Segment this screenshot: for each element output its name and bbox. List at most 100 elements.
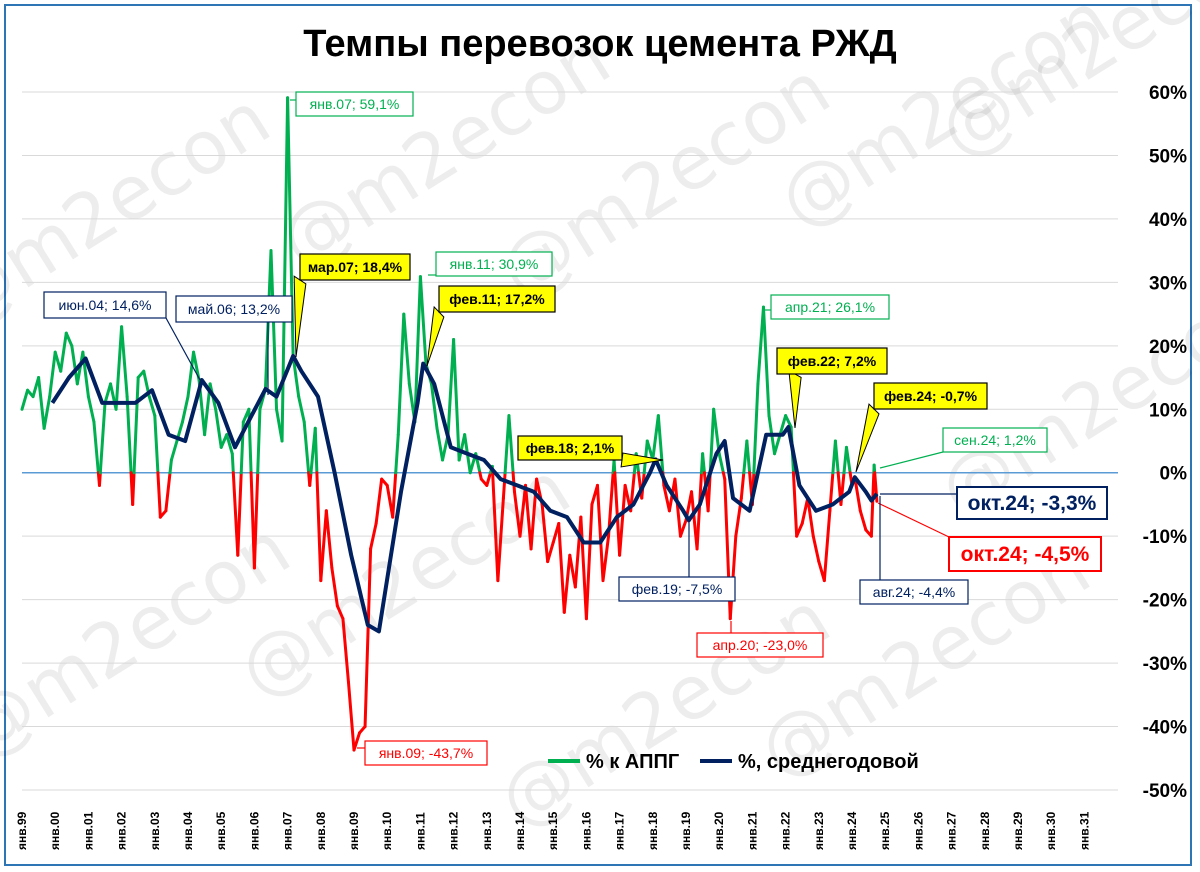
x-tick-label: янв.00 [48,811,62,850]
series-yoy-segment [37,376,46,430]
series-yoy-segment [302,420,311,475]
y-axis-ticks: 60% 50% 40% 30% 20% 10% 0% -10% -20% -30% -40% -50% [1143,83,1187,802]
x-tick-label: янв.25 [878,811,892,850]
callout-label: авг.24; -4,4% [873,584,955,600]
series-yoy-segment [114,325,124,411]
series-yoy-segment [214,407,223,449]
series-yoy-segment [394,433,400,475]
series-yoy-segment [180,395,190,424]
x-tick-label: янв.02 [115,811,129,850]
callout-box [696,632,824,658]
series-yoy-segment [518,483,528,538]
series-yoy-segment [756,305,765,386]
series-yoy-segment [297,395,306,424]
series-yoy-segment [446,337,456,437]
series-yoy-segment [595,483,605,583]
series-yoy-segment [507,414,515,475]
x-tick-label: янв.08 [314,811,328,850]
x-tick-label: янв.06 [247,811,261,850]
series-yoy-segment [512,490,522,538]
series-yoy-segment [147,395,157,418]
x-axis-ticks: янв.99 янв.00 янв.01 янв.02 янв.03 янв.04 янв.… [15,811,1091,850]
series-yoy-segment [230,452,235,475]
callout-label: апр.20; -23,0% [713,637,808,653]
series-yoy-segment [869,471,876,538]
series-yoy-segment [501,471,507,500]
series-yoy-segment [75,350,85,386]
series-yoy-segment [313,426,319,475]
series-yoy-segment [778,414,788,437]
series-yoy-segment [678,518,688,538]
series-yoy-segment [491,471,500,583]
x-tick-label: янв.22 [779,811,793,850]
series-yoy-segment [435,426,445,462]
series-yoy-segment [132,376,140,475]
series-yoy-segment [186,350,196,399]
series-yoy-segment [168,458,173,475]
series-yoy-segment [546,541,555,564]
series-yoy-segment [529,477,539,551]
series-yoy-segment [330,566,339,608]
callout-pointer [877,502,950,538]
annotations-layer: янв.07; 59,1% мар.07; 18,4% июн.04; 14,6% м… [43,91,1108,766]
series-yoy-segment [562,553,572,614]
x-tick-label: янв.13 [480,811,494,850]
callout-box [956,486,1108,520]
callout-box [435,251,553,277]
x-tick-label: янв.14 [513,811,527,850]
series-yoy-segment [97,471,102,487]
series-yoy-segment [374,477,384,525]
callout-label: фев.18; 2,1% [526,440,615,456]
y-tick-label: 10% [1149,400,1187,421]
y-tick-label: 40% [1149,210,1187,231]
series-yoy-segment [70,344,79,386]
callout-box [776,347,888,375]
grid-layer [22,91,1118,791]
series-yoy-line [20,96,879,752]
series-yoy-segment [844,445,852,475]
y-tick-label: 20% [1149,337,1187,358]
x-tick-label: янв.23 [812,811,826,850]
x-tick-label: янв.07 [281,811,295,850]
series-yoy-segment [363,547,373,729]
callout-label: янв.07; 59,1% [310,96,400,112]
series-average-path [50,354,879,634]
series-yoy-segment [156,471,162,519]
series-yoy-segment [341,617,350,684]
x-tick-label: янв.29 [1011,811,1025,850]
series-yoy-segment [48,350,57,399]
series-yoy-segment [418,275,428,366]
series-yoy-segment [429,382,439,430]
x-tick-label: янв.99 [15,811,29,850]
callout-pointer [879,451,944,469]
x-tick-label: янв.21 [745,811,759,850]
series-yoy-segment [164,471,172,513]
callout-box [438,285,556,313]
x-tick-label: янв.16 [579,811,593,850]
series-yoy-segment [739,471,746,500]
callout-box [770,294,890,320]
callout-pointer [426,305,445,367]
series-yoy-segment [252,471,260,570]
callout-box [942,427,1048,453]
y-tick-label: 50% [1149,146,1187,167]
series-yoy-segment [103,382,113,405]
series-yoy-segment [791,471,799,538]
series-yoy-segment [853,475,862,513]
series-yoy-segment [573,515,583,589]
callout-box [295,91,414,117]
series-yoy-segment [795,521,804,538]
callout-pointer [293,275,307,358]
series-yoy-segment [784,414,793,429]
series-yoy-segment [225,433,234,456]
series-yoy-segment [315,471,323,583]
callout-label: окт.24; -3,3% [968,492,1097,515]
callout-label: янв.11; 30,9% [450,256,539,272]
callout-label: фев.19; -7,5% [632,581,723,597]
series-yoy-segment [712,407,721,456]
series-yoy-segment [335,604,345,621]
chart-title: Темпы перевозок цемента РЖД [303,23,897,65]
series-yoy-segment [858,509,868,532]
series-yoy-segment [402,312,411,386]
